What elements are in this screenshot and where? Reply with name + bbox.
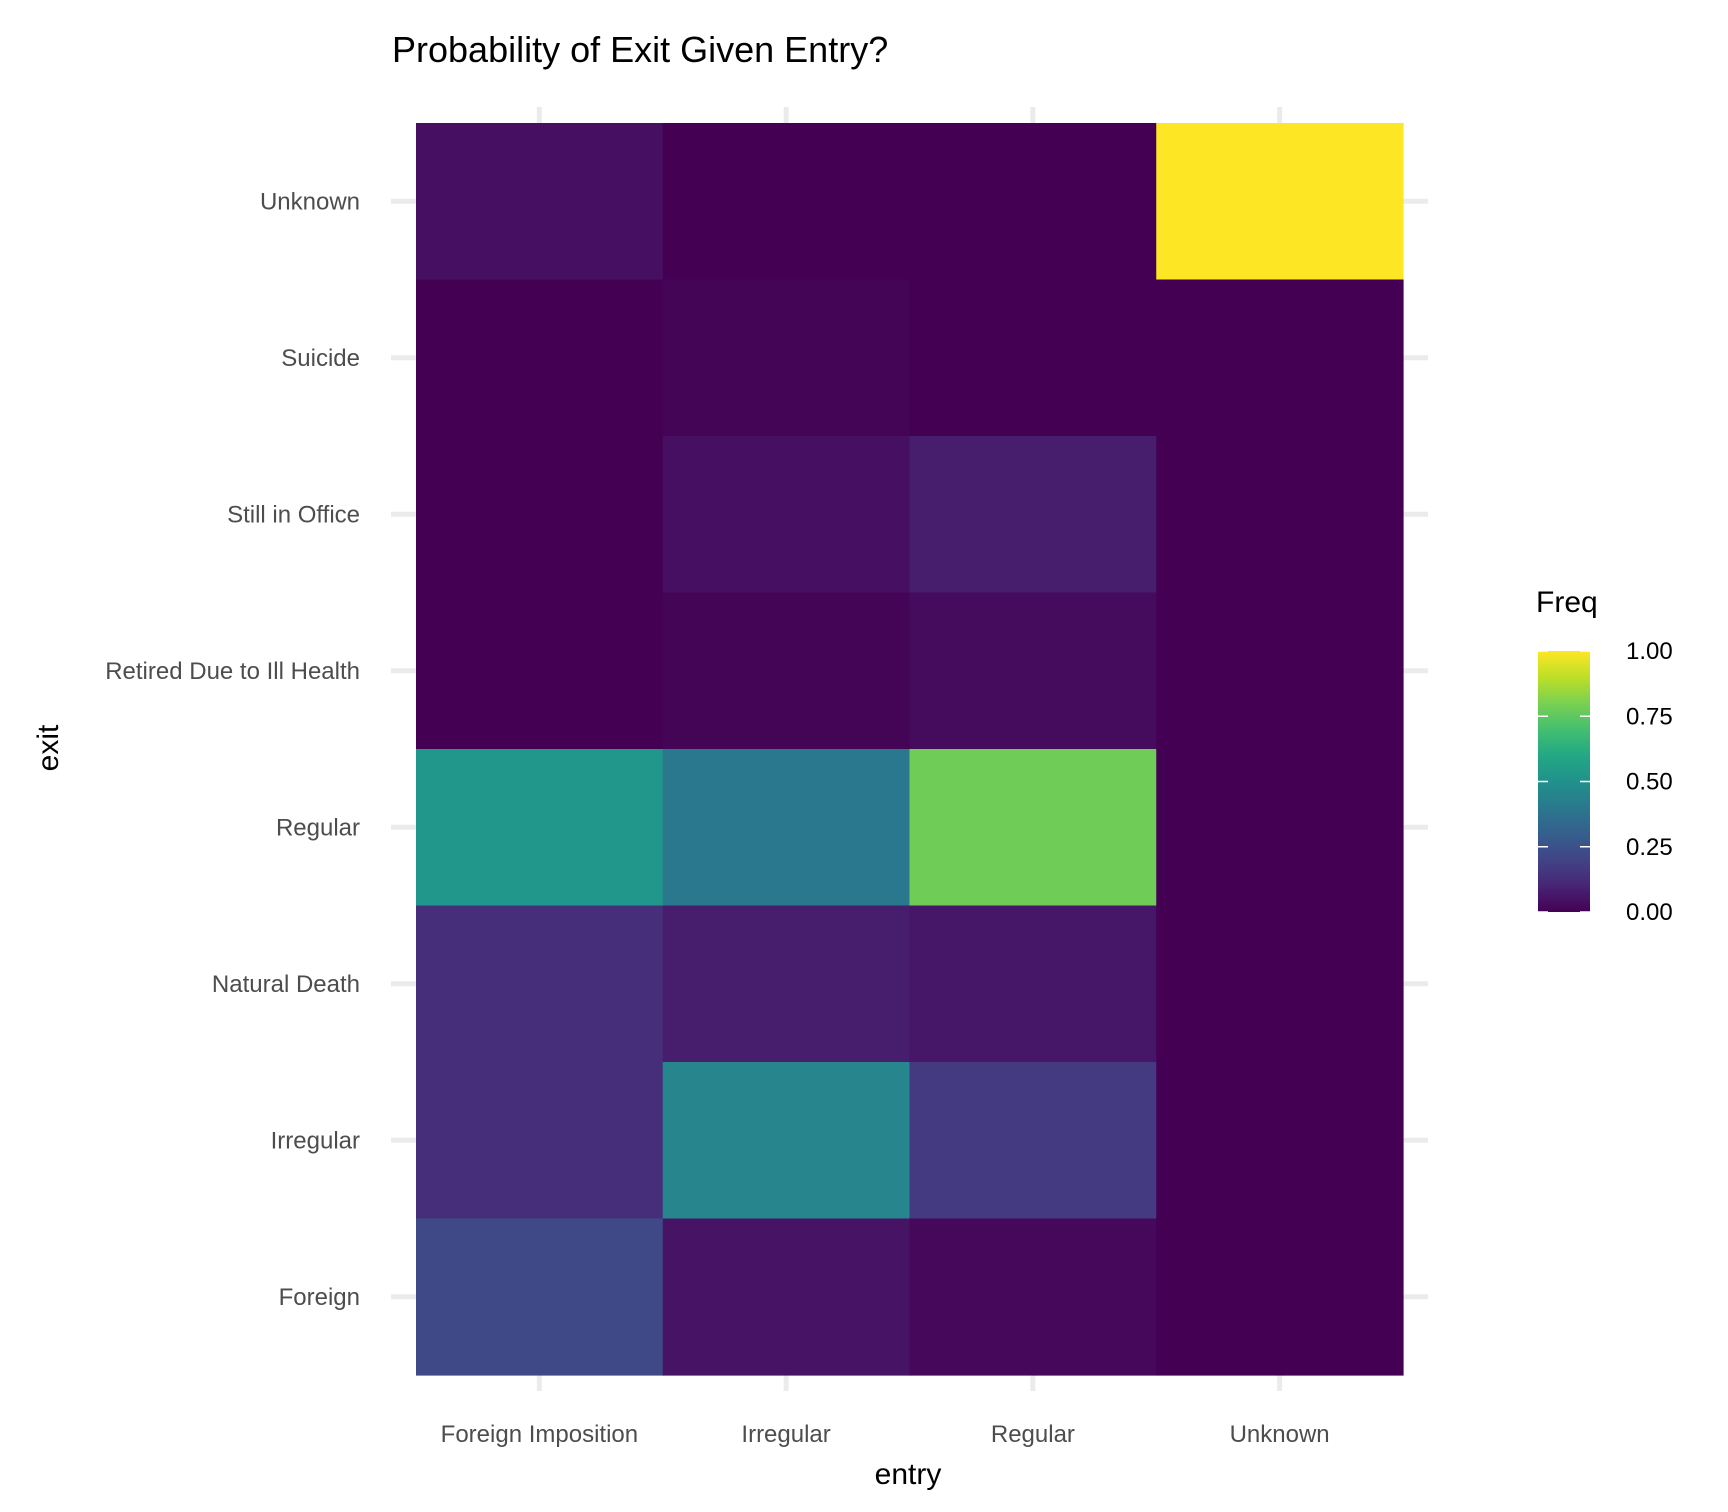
heatmap-cell <box>909 436 1157 594</box>
heatmap-cell <box>416 279 664 437</box>
y-tick-labels: Unknown Suicide Still in Office Retired Due… <box>105 188 360 1311</box>
heatmap-cell <box>1156 1218 1404 1376</box>
heatmap-cell <box>1156 1062 1404 1220</box>
heatmap-cell <box>909 123 1157 281</box>
y-tick-label: Suicide <box>281 345 360 372</box>
legend: Freq 1.00 0.75 0.50 0.25 0.00 <box>1536 586 1673 926</box>
legend-tick-label: 0.50 <box>1626 769 1673 796</box>
x-tick-labels: Foreign Imposition Irregular Regular Unknow… <box>441 1421 1330 1448</box>
y-tick-label: Foreign <box>279 1284 360 1311</box>
heatmap-cell <box>909 279 1157 437</box>
heatmap-cell <box>416 592 664 750</box>
legend-tick-label: 0.75 <box>1626 703 1673 730</box>
heatmap-cell <box>662 905 911 1063</box>
heatmap-cell <box>909 1218 1157 1376</box>
heatmap-cell <box>1156 123 1404 281</box>
heatmap-cell <box>1156 592 1404 750</box>
heatmap-cell <box>662 1218 911 1376</box>
x-axis-title: entry <box>875 1458 942 1491</box>
heatmap-cell <box>416 749 664 907</box>
y-tick-label: Retired Due to Ill Health <box>105 658 360 685</box>
heatmap-cell <box>909 1062 1157 1220</box>
y-tick-label: Still in Office <box>227 501 360 528</box>
legend-title: Freq <box>1536 586 1598 619</box>
y-tick-label: Irregular <box>271 1127 360 1154</box>
heatmap-cell <box>1156 436 1404 594</box>
y-axis-title: exit <box>32 724 65 771</box>
heatmap-cell <box>1156 749 1404 907</box>
heatmap-cells <box>416 123 1404 1376</box>
x-tick-label: Foreign Imposition <box>441 1421 638 1448</box>
heatmap-cell <box>662 592 911 750</box>
y-tick-label: Regular <box>276 814 360 841</box>
legend-tick-label: 0.25 <box>1626 834 1673 861</box>
heatmap-cell <box>416 123 664 281</box>
heatmap-cell <box>662 123 911 281</box>
heatmap-cell <box>1156 279 1404 437</box>
x-tick-label: Irregular <box>741 1421 830 1448</box>
heatmap-cell <box>1156 905 1404 1063</box>
heatmap-cell <box>662 436 911 594</box>
heatmap-cell <box>416 1062 664 1220</box>
heatmap-cell <box>909 905 1157 1063</box>
heatmap-cell <box>662 749 911 907</box>
heatmap-cell <box>416 905 664 1063</box>
legend-tick-label: 1.00 <box>1626 638 1673 665</box>
heatmap-cell <box>416 1218 664 1376</box>
heatmap-cell <box>662 279 911 437</box>
legend-tick-label: 0.00 <box>1626 899 1673 926</box>
chart-title: Probability of Exit Given Entry? <box>392 29 888 70</box>
x-tick-label: Unknown <box>1230 1421 1330 1448</box>
y-tick-label: Unknown <box>260 188 360 215</box>
heatmap-cell <box>662 1062 911 1220</box>
heatmap-cell <box>909 592 1157 750</box>
y-tick-label: Natural Death <box>212 971 360 998</box>
legend-ticks: 1.00 0.75 0.50 0.25 0.00 <box>1538 638 1673 926</box>
heatmap-cell <box>416 436 664 594</box>
heatmap-cell <box>909 749 1157 907</box>
x-tick-label: Regular <box>991 1421 1075 1448</box>
